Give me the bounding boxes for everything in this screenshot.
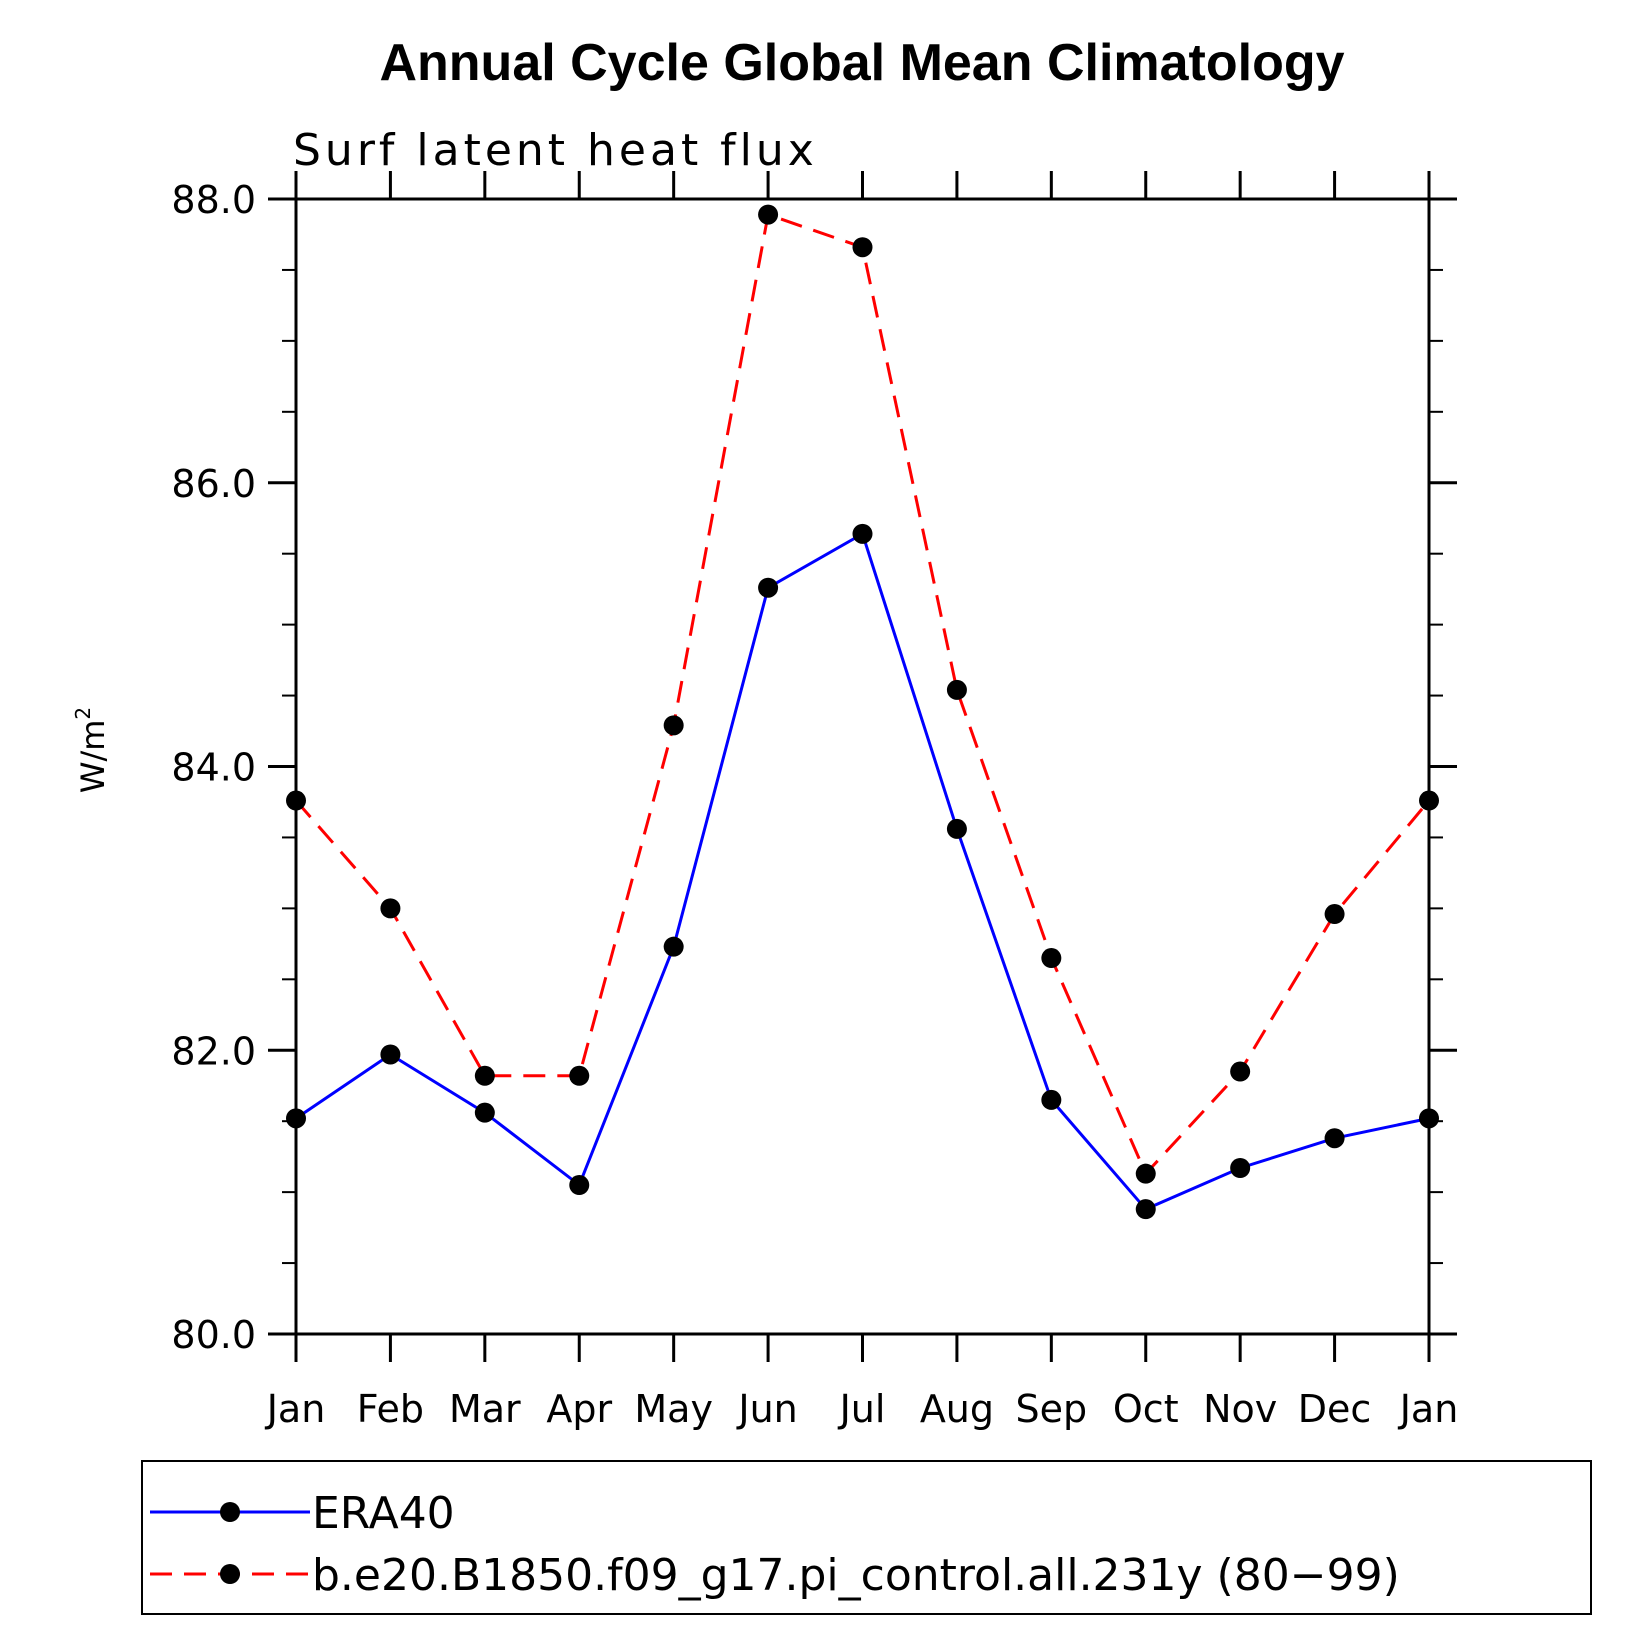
data-point: [474, 1065, 495, 1086]
legend-box: [141, 1460, 1592, 1615]
data-point: [852, 237, 873, 258]
data-point: [1324, 1128, 1345, 1149]
x-tick-label: Jul: [838, 1387, 886, 1431]
data-point: [1041, 1089, 1062, 1110]
x-tick-label: Jun: [736, 1387, 797, 1431]
data-point: [569, 1175, 590, 1196]
data-point: [474, 1102, 495, 1123]
x-tick-label: Aug: [920, 1387, 994, 1431]
y-tick-label: 86.0: [171, 462, 256, 506]
data-point: [1135, 1199, 1156, 1220]
data-point: [286, 790, 306, 811]
x-tick-label: Jan: [265, 1387, 326, 1431]
y-tick-label: 88.0: [171, 178, 256, 222]
data-point: [1419, 790, 1439, 811]
y-axis-label-superscript: 2: [71, 707, 95, 720]
data-point: [380, 898, 401, 919]
data-point: [946, 679, 967, 700]
y-tick-label: 82.0: [171, 1029, 256, 1073]
x-tick-label: Dec: [1298, 1387, 1372, 1431]
ticks: Jan Feb Mar Apr May Jun Jul Aug Sep Oct Nov Dec Jan8…: [171, 171, 1458, 1431]
axes: [294, 197, 1431, 1336]
data-point: [286, 1108, 306, 1129]
series-0: [286, 523, 1439, 1220]
data-point: [380, 1044, 401, 1065]
x-tick-label: Feb: [357, 1387, 424, 1431]
plot-frame: [294, 197, 1431, 1336]
x-tick-label: Sep: [1016, 1387, 1088, 1431]
chart-subtitle: Surf latent heat flux: [293, 125, 818, 176]
legend: ERA40 b.e20.B1850.f09_g17.pi_control.all.…: [141, 1460, 1592, 1615]
x-tick-label: Jan: [1398, 1387, 1459, 1431]
legend-label-0: ERA40: [312, 1488, 455, 1539]
data-point: [569, 1065, 590, 1086]
x-tick-label: Nov: [1203, 1387, 1277, 1431]
series-layer: [286, 204, 1439, 1220]
series-line: [295, 531, 1430, 1211]
series-line: [294, 212, 1431, 1177]
y-axis-label: W/m2: [71, 707, 112, 793]
legend-marker-0: [220, 1502, 240, 1522]
y-axis-label-base: W/m: [74, 720, 112, 794]
series-1: [286, 204, 1439, 1184]
data-point: [663, 936, 684, 957]
data-point: [1135, 1163, 1156, 1184]
data-point: [758, 204, 779, 225]
data-point: [1230, 1061, 1251, 1082]
data-point: [1419, 1108, 1439, 1129]
legend-label-1: b.e20.B1850.f09_g17.pi_control.all.231y …: [312, 1550, 1400, 1601]
legend-marker-1: [220, 1564, 240, 1584]
data-point: [1324, 904, 1345, 925]
y-tick-label: 80.0: [171, 1313, 256, 1357]
data-point: [1230, 1158, 1251, 1179]
data-point: [758, 577, 779, 598]
x-tick-label: Apr: [546, 1387, 612, 1431]
data-point: [1041, 948, 1062, 969]
data-point: [852, 523, 873, 544]
chart-title: Annual Cycle Global Mean Climatology: [379, 34, 1344, 92]
data-point: [946, 818, 967, 839]
x-tick-label: May: [634, 1387, 713, 1431]
data-point: [663, 715, 684, 736]
y-tick-label: 84.0: [171, 746, 256, 790]
x-tick-label: Oct: [1113, 1387, 1179, 1431]
x-tick-label: Mar: [449, 1387, 521, 1431]
